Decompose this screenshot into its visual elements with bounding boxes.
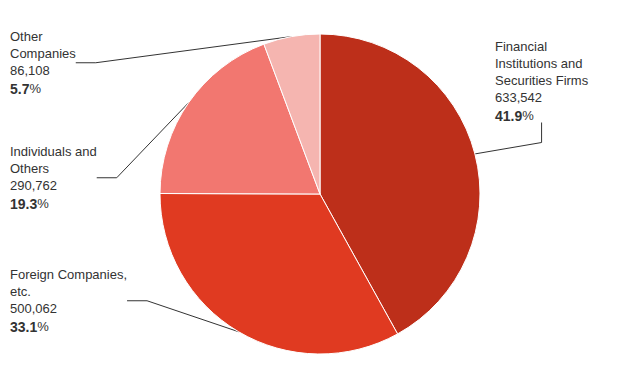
- svg-text:Companies: Companies: [10, 46, 76, 61]
- svg-text:Other: Other: [10, 29, 43, 44]
- svg-text:Institutions and: Institutions and: [495, 56, 582, 71]
- svg-text:Financial: Financial: [495, 39, 547, 54]
- svg-text:Individuals and: Individuals and: [10, 144, 97, 159]
- svg-text:%: %: [37, 319, 49, 334]
- svg-text:41.9: 41.9: [495, 108, 522, 124]
- svg-text:Others: Others: [10, 161, 50, 176]
- svg-text:%: %: [29, 81, 41, 96]
- svg-text:Securities Firms: Securities Firms: [495, 73, 589, 88]
- svg-text:19.3: 19.3: [10, 196, 37, 212]
- svg-text:5.7: 5.7: [10, 81, 30, 97]
- svg-text:633,542: 633,542: [495, 90, 542, 105]
- svg-text:33.1: 33.1: [10, 319, 37, 335]
- svg-text:%: %: [37, 196, 49, 211]
- svg-text:86,108: 86,108: [10, 63, 50, 78]
- svg-text:%: %: [522, 108, 534, 123]
- svg-text:Foreign Companies,: Foreign Companies,: [10, 267, 127, 282]
- svg-text:290,762: 290,762: [10, 178, 57, 193]
- svg-text:500,062: 500,062: [10, 301, 57, 316]
- svg-text:etc.: etc.: [10, 284, 31, 299]
